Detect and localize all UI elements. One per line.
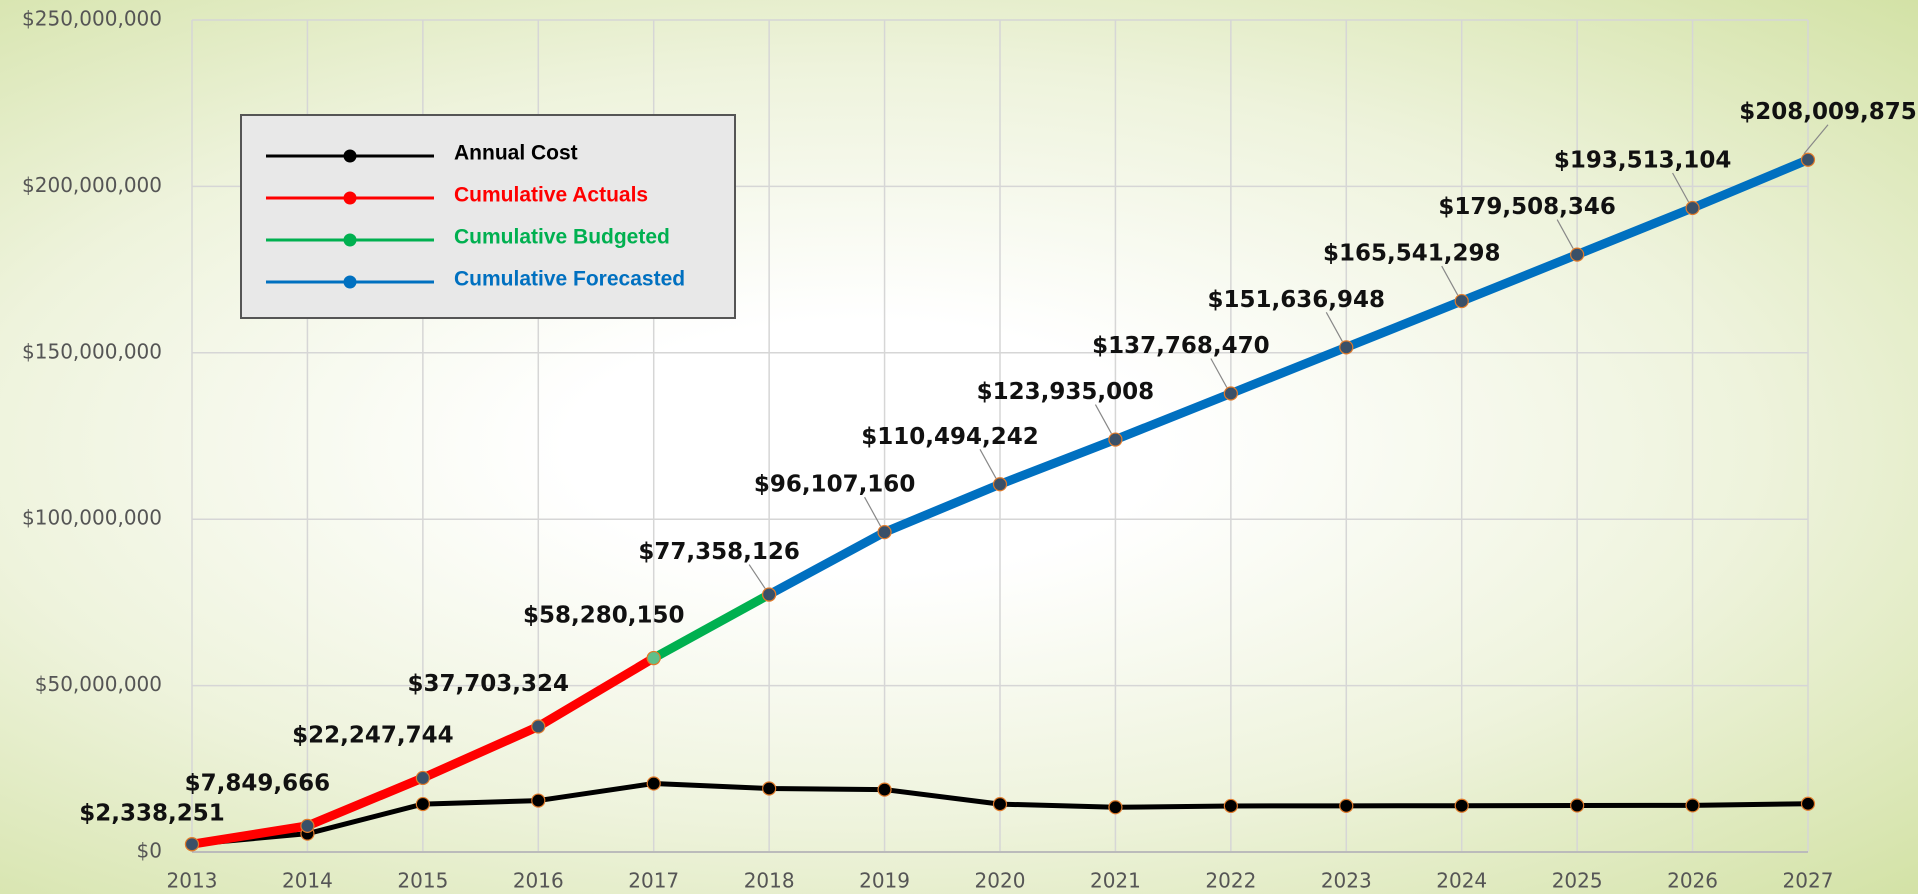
leader-line	[1556, 219, 1574, 249]
x-tick-label: 2016	[513, 869, 564, 893]
legend-label: Cumulative Forecasted	[454, 268, 685, 291]
data-point	[762, 587, 777, 602]
legend-label: Annual Cost	[454, 142, 578, 165]
data-label: $58,280,150	[523, 603, 685, 629]
x-tick-label: 2019	[859, 869, 910, 893]
x-tick-label: 2023	[1321, 869, 1372, 893]
x-tick-label: 2018	[744, 869, 795, 893]
data-point	[1800, 152, 1816, 167]
series-line	[651, 590, 772, 662]
data-label: $208,009,875	[1739, 99, 1917, 125]
leader-line	[1210, 358, 1228, 388]
data-point	[646, 776, 661, 791]
data-point	[646, 650, 661, 666]
data-label: $77,358,126	[638, 539, 800, 565]
leader-line	[864, 496, 882, 527]
legend-marker	[343, 149, 357, 163]
data-label: $165,541,298	[1323, 241, 1501, 267]
data-point	[992, 477, 1008, 492]
x-tick-label: 2025	[1552, 869, 1603, 893]
x-tick-label: 2026	[1667, 869, 1718, 893]
legend-label: Cumulative Actuals	[454, 184, 648, 207]
x-tick-label: 2013	[167, 869, 218, 893]
y-tick-label: $200,000,000	[22, 173, 162, 197]
y-tick-label: $100,000,000	[22, 506, 162, 530]
data-point	[1570, 247, 1585, 262]
y-tick-label: $250,000,000	[22, 7, 162, 31]
data-point	[877, 525, 892, 540]
data-point	[1454, 293, 1469, 309]
x-tick-label: 2027	[1783, 869, 1834, 893]
data-point	[877, 782, 892, 797]
x-tick-label: 2021	[1090, 869, 1141, 893]
data-label: $137,768,470	[1092, 333, 1270, 359]
data-point	[531, 719, 546, 734]
x-tick-label: 2020	[975, 869, 1026, 893]
data-label: $96,107,160	[754, 472, 916, 498]
data-point	[1223, 798, 1238, 814]
series-line	[767, 155, 1810, 599]
y-tick-label: $0	[137, 839, 162, 863]
data-point	[992, 797, 1008, 812]
data-point	[531, 793, 546, 808]
data-point	[762, 781, 777, 796]
data-label: $2,338,251	[79, 801, 225, 827]
data-label: $193,513,104	[1554, 147, 1732, 173]
data-point	[300, 818, 315, 833]
legend-marker	[343, 275, 357, 289]
x-tick-label: 2015	[397, 869, 448, 893]
data-point	[1108, 800, 1123, 815]
y-tick-label: $150,000,000	[22, 339, 162, 363]
leader-line	[1325, 312, 1343, 342]
x-tick-label: 2014	[282, 869, 333, 893]
data-point	[415, 796, 430, 812]
data-point	[1800, 796, 1816, 811]
data-point	[1108, 432, 1123, 447]
x-tick-label: 2024	[1436, 869, 1487, 893]
leader-line	[1441, 265, 1459, 296]
legend-label: Cumulative Budgeted	[454, 226, 670, 249]
y-tick-label: $50,000,000	[35, 672, 162, 696]
data-label: $37,703,324	[408, 671, 570, 697]
data-point	[1223, 386, 1238, 401]
data-point	[1339, 340, 1354, 355]
legend-box	[240, 114, 736, 319]
data-label: $123,935,008	[977, 379, 1155, 405]
data-label: $22,247,744	[292, 722, 454, 748]
data-point	[415, 770, 430, 786]
data-label: $151,636,948	[1208, 287, 1386, 313]
data-point	[1339, 798, 1354, 813]
data-label: $110,494,242	[861, 424, 1039, 450]
x-tick-label: 2022	[1205, 869, 1256, 893]
leader-line	[748, 564, 766, 589]
leader-line	[1094, 404, 1112, 434]
data-point	[1685, 200, 1700, 216]
legend-marker	[343, 233, 357, 247]
leader-line	[979, 448, 997, 479]
data-point	[184, 837, 200, 852]
data-point	[1570, 798, 1585, 813]
data-label: $7,849,666	[185, 770, 331, 796]
data-point	[1685, 798, 1700, 813]
x-tick-label: 2017	[628, 869, 679, 893]
data-point	[1454, 798, 1469, 813]
data-label: $179,508,346	[1438, 194, 1616, 220]
leader-line	[1803, 124, 1829, 155]
legend-marker	[343, 191, 357, 205]
legend: Annual Cost Cumulative Actuals Cumulative …	[240, 114, 736, 319]
leader-line	[1672, 172, 1690, 203]
